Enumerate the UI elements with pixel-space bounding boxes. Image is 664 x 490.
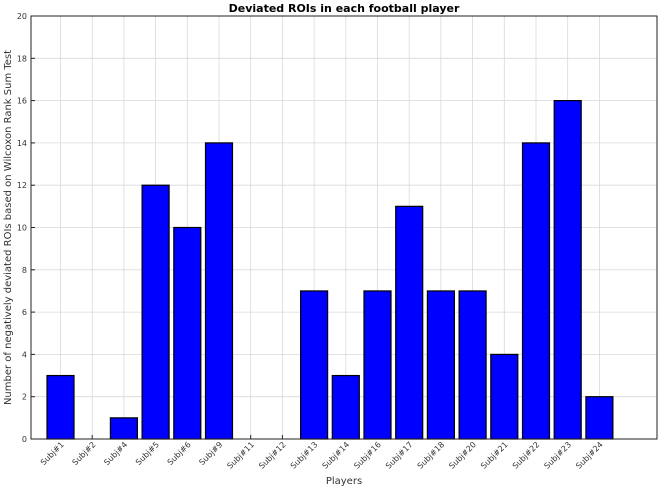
- bar-subj-23: [553, 99, 582, 440]
- y-tick-label: 20: [17, 12, 27, 21]
- bar-subj-1: [46, 374, 75, 440]
- y-tick-labels: 0 2 4 6 8 10 12 14 16 18 20: [17, 12, 27, 444]
- y-axis-label: Number of negatively deviated ROIs based…: [3, 50, 14, 405]
- y-tick-label: 16: [17, 97, 27, 106]
- y-tick-label: 4: [22, 350, 27, 359]
- y-tick-label: 0: [22, 435, 27, 444]
- bar-subj-6: [173, 226, 202, 440]
- bar-subj-17: [395, 205, 424, 440]
- bar-subj-22: [521, 142, 551, 440]
- plot-frame: [30, 15, 658, 440]
- y-tick-label: 12: [17, 181, 27, 190]
- y-tick-label: 8: [22, 266, 27, 275]
- y-tick-label: 10: [17, 224, 27, 233]
- y-tick-label: 2: [22, 393, 27, 402]
- bars: [46, 99, 614, 440]
- bar-subj-24: [585, 396, 614, 440]
- y-tick-label: 6: [22, 308, 27, 317]
- bar-subj-5: [141, 184, 170, 440]
- bar-subj-14: [331, 374, 360, 440]
- x-axis-label: Players: [326, 476, 362, 487]
- y-tick-label: 14: [17, 139, 27, 148]
- bar-subj-20: [458, 290, 487, 440]
- bar-subj-9: [204, 142, 234, 440]
- bar-subj-18: [426, 290, 455, 440]
- chart-title: Deviated ROIs in each football player: [229, 2, 460, 15]
- bar-subj-21: [490, 353, 519, 440]
- bar-subj-4: [109, 417, 139, 440]
- bar-subj-16: [363, 290, 392, 440]
- y-tick-label: 18: [17, 54, 27, 63]
- bar-subj-13: [300, 290, 329, 440]
